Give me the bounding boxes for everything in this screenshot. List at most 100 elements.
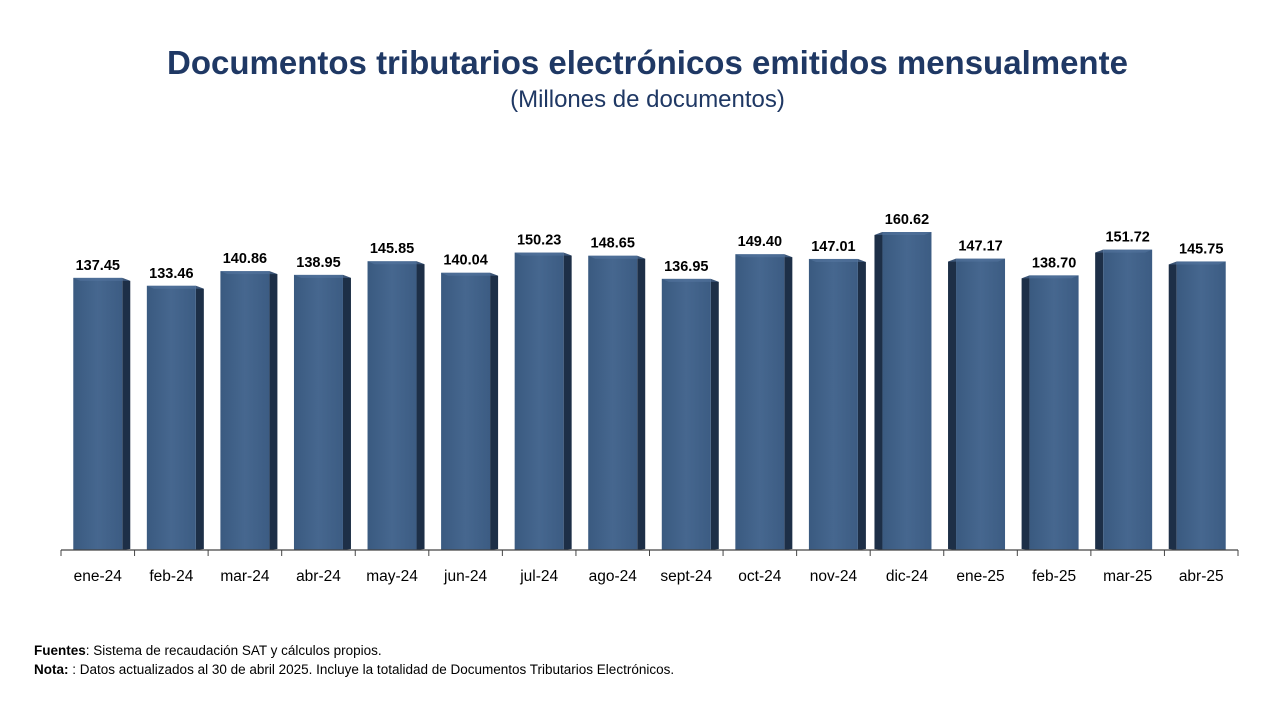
bar-front [808,258,858,550]
bar-side [710,278,719,550]
bar-front [73,277,123,550]
bar [735,254,793,550]
bar-side [195,285,204,550]
bar [220,271,278,550]
data-label: 145.85 [370,241,414,257]
bar-top [73,277,131,281]
bar-front [1176,261,1226,550]
data-label: 133.46 [149,266,193,282]
bar-top [1021,275,1079,279]
bar [293,274,351,550]
bar-side [563,252,572,550]
data-label: 147.01 [811,239,855,255]
bar-top [1168,261,1226,265]
bar [1095,249,1153,550]
bar-front [220,271,270,550]
bar-top [808,258,866,262]
bar [661,278,719,550]
x-tick-label: mar-25 [1103,568,1152,585]
data-label: 149.40 [738,234,782,250]
bar-top [441,272,499,276]
x-tick-label: ene-25 [956,568,1004,585]
data-label: 138.70 [1032,255,1076,271]
bar-top [293,274,351,278]
bar-chart: ene-24 feb-24 mar-24 abr-24 may-24 jun-24 jul-… [60,212,1239,585]
bar-top [735,254,793,258]
data-label: 138.95 [296,255,340,271]
bar-side [784,254,793,550]
bar-front [588,255,638,550]
bar-front [441,272,491,550]
data-label: 145.75 [1179,241,1223,257]
bar [588,255,646,550]
bar [146,285,204,550]
bar [808,258,866,550]
bar-front [146,285,196,550]
data-label: 151.72 [1105,230,1149,246]
x-tick-label: ago-24 [589,568,638,585]
bar-front [1103,249,1153,550]
x-tick-label: nov-24 [810,568,858,585]
data-label: 140.86 [223,251,267,267]
bar-front [1029,275,1079,550]
bar-side [1021,275,1030,550]
bar-top [146,285,204,289]
bar-side [1168,261,1177,550]
bar-side [874,232,883,550]
bar [874,232,932,550]
bar-top [1095,249,1153,253]
x-tick-label: jun-24 [443,568,487,585]
x-tick-label: oct-24 [738,568,781,585]
data-label: 136.95 [664,259,708,275]
bar [1168,261,1226,550]
x-tick-label: mar-24 [220,568,269,585]
bar-side [1095,249,1104,550]
bar [73,277,131,550]
sources-text: : Sistema de recaudación SAT y cálculos … [85,643,382,658]
bar [1021,275,1079,550]
bar-side [416,261,425,550]
bar-front [882,232,932,550]
x-tick-label: may-24 [366,568,418,585]
bar-top [661,278,719,282]
bar-top [514,252,572,256]
bar-front [661,278,711,550]
x-axis-ticks [60,550,1239,556]
note-text: : Datos actualizados al 30 de abril 2025… [68,662,675,677]
bar-top [874,232,932,235]
bar-front [367,261,417,550]
bar-front [735,254,785,550]
data-label: 160.62 [885,212,929,228]
data-label: 147.17 [958,239,1002,255]
bar-front [514,252,564,550]
bar-side [948,258,957,550]
bar [514,252,572,550]
bar-side [122,277,131,550]
note-label: Nota: [34,662,69,677]
bar [441,272,499,550]
chart-footer: Fuentes: Sistema de recaudación SAT y cá… [34,641,674,679]
bar-front [293,274,343,550]
x-tick-label: feb-25 [1032,568,1076,585]
data-label: 140.04 [443,253,487,269]
x-tick-label: feb-24 [149,568,193,585]
note-line: Nota: : Datos actualizados al 30 de abri… [34,660,674,679]
bar [367,261,425,550]
bar-side [857,258,866,550]
sources-line: Fuentes: Sistema de recaudación SAT y cá… [34,641,674,660]
bar-top [948,258,1006,262]
bar-side [490,272,499,550]
sources-label: Fuentes [34,643,86,658]
bar-side [342,274,351,550]
bars-group [73,232,1226,550]
bar-top [220,271,278,275]
x-tick-label: abr-24 [296,568,341,585]
data-label: 150.23 [517,233,561,249]
bar [948,258,1006,550]
x-tick-label: abr-25 [1179,568,1224,585]
chart-subtitle: (Millones de documentos) [510,86,785,113]
data-labels: 137.45 133.46 140.86 138.95 145.85 140.04 150.… [76,212,1224,282]
bar-top [588,255,646,259]
x-tick-label: dic-24 [886,568,929,585]
bar-side [637,255,646,550]
